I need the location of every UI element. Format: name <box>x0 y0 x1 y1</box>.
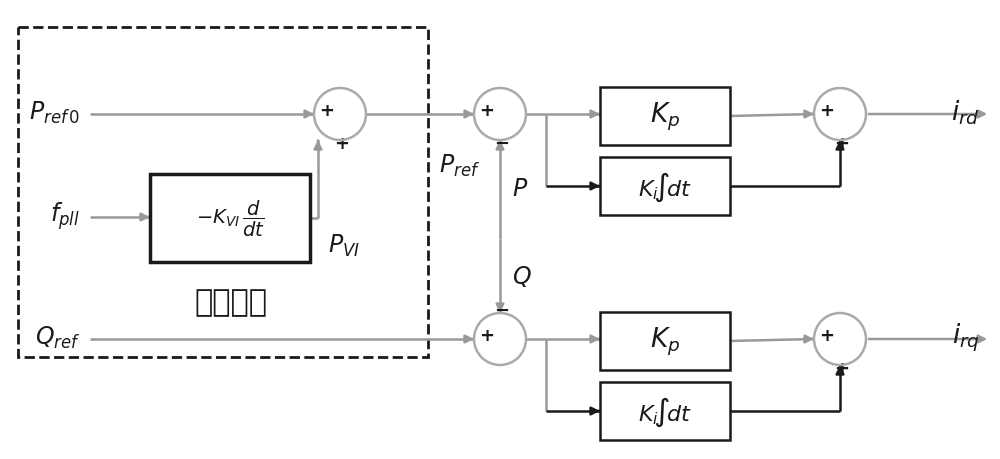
Bar <box>150 174 310 263</box>
Bar <box>600 88 730 146</box>
Bar <box>18 28 428 357</box>
Text: $i_{rd}$: $i_{rd}$ <box>951 99 980 127</box>
Bar <box>600 312 730 370</box>
Text: $P_{VI}$: $P_{VI}$ <box>328 233 360 258</box>
Text: $Q$: $Q$ <box>512 264 532 289</box>
Text: +: + <box>834 134 850 153</box>
Text: +: + <box>319 102 334 120</box>
Text: +: + <box>834 359 850 377</box>
Text: −: − <box>494 134 510 153</box>
Text: $K_p$: $K_p$ <box>650 325 680 358</box>
Text: $P_{ref\,0}$: $P_{ref\,0}$ <box>29 100 80 126</box>
Text: +: + <box>479 326 494 344</box>
Bar <box>600 157 730 216</box>
Text: $K_i\!\int\!dt$: $K_i\!\int\!dt$ <box>638 394 692 428</box>
Bar <box>600 382 730 440</box>
Text: −: − <box>494 302 510 319</box>
Text: +: + <box>479 102 494 120</box>
Text: $K_i\!\int\!dt$: $K_i\!\int\!dt$ <box>638 170 692 203</box>
Text: $K_p$: $K_p$ <box>650 101 680 133</box>
Text: $Q_{ref}$: $Q_{ref}$ <box>35 324 80 350</box>
Text: +: + <box>819 102 834 120</box>
Text: $-K_{VI}\,\dfrac{d}{dt}$: $-K_{VI}\,\dfrac{d}{dt}$ <box>196 199 264 239</box>
Text: $f_{pll}$: $f_{pll}$ <box>50 200 80 231</box>
Text: +: + <box>335 134 350 153</box>
Text: $P_{ref}$: $P_{ref}$ <box>439 153 480 179</box>
Text: $P$: $P$ <box>512 178 528 201</box>
Text: 虚拟惯量: 虚拟惯量 <box>195 288 268 317</box>
Text: +: + <box>819 326 834 344</box>
Text: $i_{rq}$: $i_{rq}$ <box>952 321 980 353</box>
